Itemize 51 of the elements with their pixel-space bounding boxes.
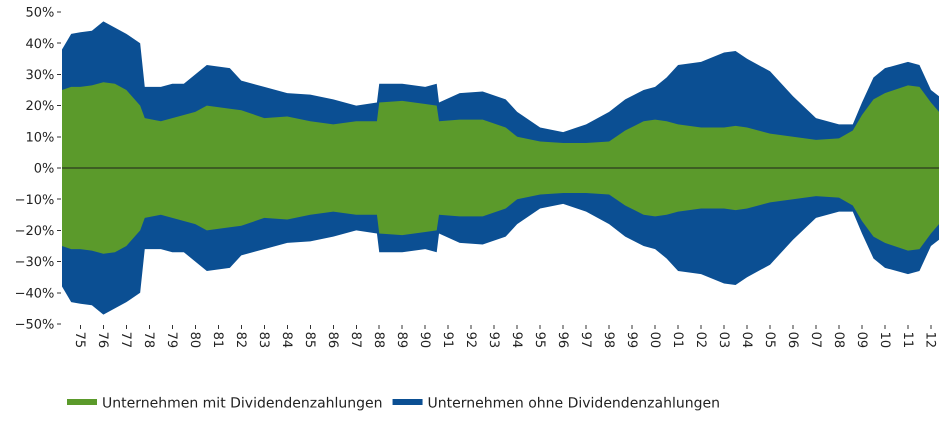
x-tick-label: 79 bbox=[164, 332, 180, 348]
y-tick-label: −50% bbox=[14, 318, 54, 333]
y-tick-label: −40% bbox=[14, 286, 54, 302]
x-tick-label: 87 bbox=[348, 332, 364, 348]
x-tick-label: 91 bbox=[440, 332, 455, 348]
x-tick-label: 07 bbox=[808, 332, 823, 348]
x-tick-label: 84 bbox=[279, 332, 294, 348]
y-tick-label: 10% bbox=[25, 130, 54, 146]
x-tick-label: 03 bbox=[716, 332, 731, 348]
x-tick-label: 04 bbox=[738, 332, 754, 348]
x-tick-label: 90 bbox=[416, 332, 432, 348]
x-tick-label: 02 bbox=[692, 332, 708, 348]
x-tick-label: 83 bbox=[256, 332, 272, 348]
x-tick-label: 92 bbox=[462, 332, 478, 348]
x-tick-label: 75 bbox=[72, 332, 88, 348]
x-tick-label: 08 bbox=[830, 332, 846, 348]
x-tick-label: 89 bbox=[394, 332, 410, 348]
x-tick-label: 76 bbox=[95, 332, 110, 348]
x-tick-label: 81 bbox=[210, 332, 226, 348]
y-tick-label: 0% bbox=[34, 162, 54, 177]
x-tick-label: 05 bbox=[762, 332, 777, 348]
x-tick-label: 77 bbox=[118, 332, 134, 348]
y-tick-label: −10% bbox=[14, 192, 54, 208]
x-tick-label: 95 bbox=[532, 332, 547, 348]
x-tick-label: 88 bbox=[371, 332, 386, 348]
x-tick-label: 12 bbox=[922, 332, 938, 348]
x-tick-label: 86 bbox=[325, 332, 340, 348]
x-tick-label: 93 bbox=[486, 332, 501, 348]
x-tick-label: 09 bbox=[854, 332, 869, 348]
legend-label: Unternehmen ohne Dividendenzahlungen bbox=[428, 395, 720, 412]
x-tick-label: 10 bbox=[876, 332, 892, 348]
y-tick-label: 40% bbox=[25, 36, 54, 52]
legend-label: Unternehmen mit Dividendenzahlungen bbox=[102, 395, 383, 412]
x-tick-label: 99 bbox=[624, 332, 639, 348]
x-tick-label: 97 bbox=[578, 332, 593, 348]
x-tick-label: 85 bbox=[302, 332, 318, 348]
y-tick-label: 20% bbox=[25, 99, 54, 114]
x-tick-label: 82 bbox=[233, 332, 248, 348]
y-tick-label: −30% bbox=[14, 255, 54, 270]
x-tick-label: 11 bbox=[900, 332, 915, 348]
x-tick-label: 06 bbox=[784, 332, 800, 348]
x-tick-label: 78 bbox=[141, 332, 156, 348]
x-tick-label: 96 bbox=[554, 332, 570, 348]
x-tick-label: 01 bbox=[670, 332, 685, 348]
x-tick-label: 98 bbox=[600, 332, 616, 348]
x-tick-label: 00 bbox=[646, 332, 662, 348]
x-tick-label: 94 bbox=[508, 332, 524, 348]
y-tick-label: 50% bbox=[25, 6, 54, 21]
y-tick-label: 30% bbox=[25, 68, 54, 83]
y-tick-label: −20% bbox=[14, 224, 54, 239]
x-tick-label: 80 bbox=[187, 332, 202, 348]
